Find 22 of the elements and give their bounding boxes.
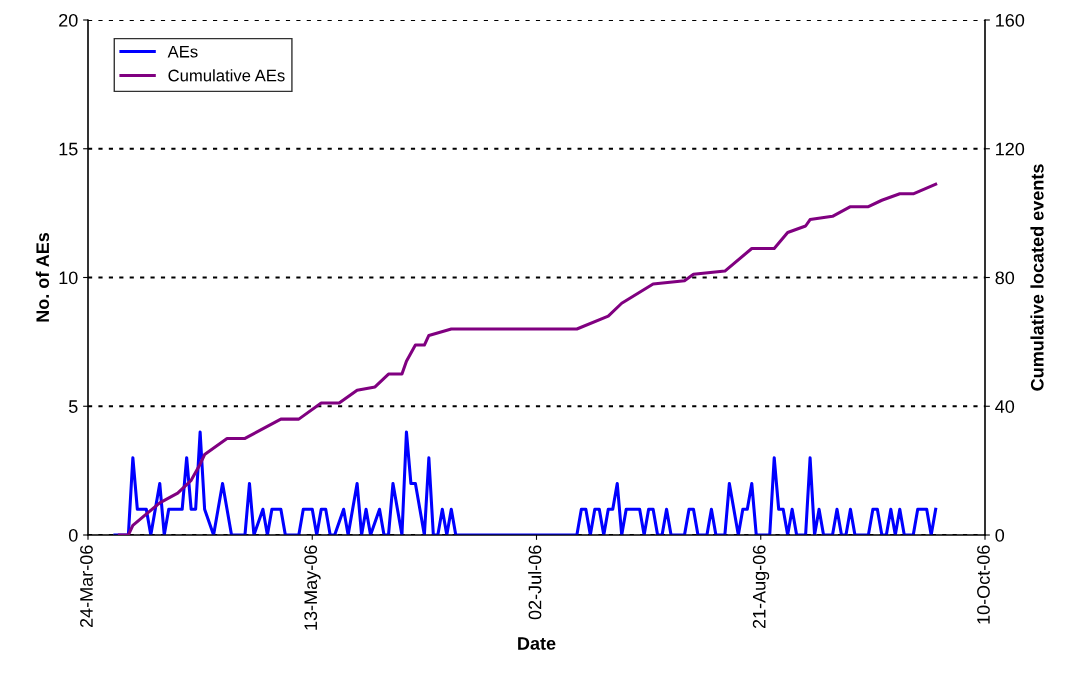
legend-label: Cumulative AEs — [168, 69, 285, 82]
y-tick-label: 15 — [59, 142, 78, 156]
y2-axis-title: Cumulative located events — [1030, 164, 1044, 391]
legend-label: AEs — [167, 45, 198, 58]
x-axis-title: Date — [518, 637, 556, 650]
y2-tick-label: 160 — [996, 13, 1025, 27]
x-tick-label: 24-Mar-06 — [80, 545, 93, 628]
y-tick-label: 10 — [59, 271, 78, 285]
x-tick-label: 21-Aug-06 — [752, 545, 770, 629]
line-series — [113, 430, 938, 535]
y2-tick-label: 40 — [995, 400, 1015, 413]
y-axis-title: No. of AEs — [35, 232, 50, 322]
x-tick-label: 10-Oct-06 — [977, 545, 990, 624]
y2-tick-label: 120 — [996, 142, 1025, 156]
y2-tick-label: 80 — [995, 271, 1015, 285]
y2-tick-label: 0 — [995, 528, 1005, 542]
y-tick-label: 20 — [59, 13, 78, 27]
y-tick-label: 0 — [68, 528, 78, 542]
line-series — [117, 182, 938, 535]
y-tick-label: 5 — [68, 400, 78, 413]
x-tick-label: 02-Jul-06 — [528, 545, 542, 620]
x-tick-label: 13-May-06 — [304, 545, 321, 630]
